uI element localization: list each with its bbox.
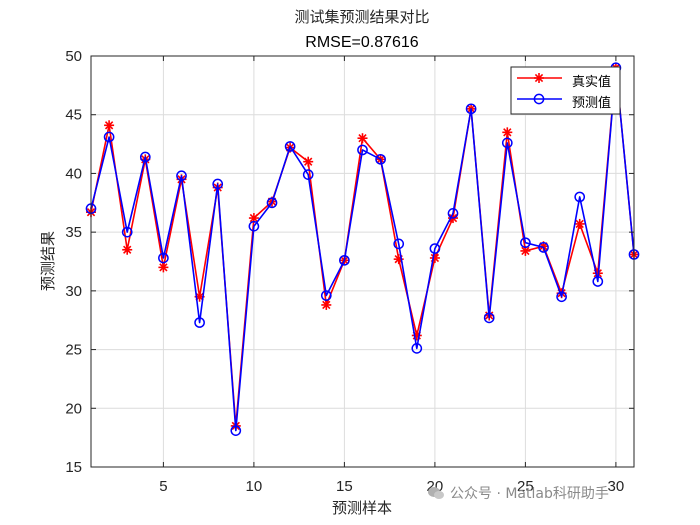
legend-box (510, 66, 621, 115)
legend-marker (534, 73, 544, 83)
legend-marker (533, 93, 545, 105)
data-point (411, 343, 423, 354)
data-point (320, 290, 332, 301)
data-point (393, 238, 405, 250)
watermark: 公众号 · Matlab科研助手 (428, 483, 609, 503)
y-tick-label: 30 (65, 283, 82, 300)
y-tick-label: 25 (65, 342, 82, 359)
data-point (357, 144, 368, 156)
data-point (302, 169, 314, 180)
ticks (91, 55, 634, 468)
legend-label-true: 真实值 (572, 74, 611, 90)
wechat-icon (428, 486, 444, 500)
data-point (429, 252, 440, 263)
series-line (90, 66, 635, 432)
data-point (556, 291, 567, 303)
data-point (483, 312, 495, 324)
data-point (104, 120, 115, 131)
data-point (248, 220, 260, 232)
data-point (103, 131, 115, 143)
legend-items (517, 73, 562, 105)
grid (91, 56, 634, 467)
data-point (502, 127, 513, 138)
data-point (212, 178, 224, 190)
data-point (520, 237, 531, 249)
data-point (122, 244, 133, 255)
data-point (284, 141, 296, 152)
axes-box (90, 55, 635, 468)
y-tick-label: 35 (65, 224, 82, 241)
data-point (176, 170, 187, 182)
x-tick-label: 10 (246, 478, 263, 495)
chart-subtitle: RMSE=0.87616 (305, 34, 419, 51)
y-tick-label: 40 (65, 165, 82, 182)
data-point (139, 151, 151, 163)
chart-title: 测试集预测结果对比 (294, 8, 429, 26)
data-point (158, 262, 169, 273)
data-point (574, 191, 586, 203)
data-point (194, 317, 205, 328)
data-point (339, 254, 350, 266)
x-tick-label: 25 (517, 478, 534, 495)
data-point (158, 252, 169, 264)
y-tick-label: 15 (65, 459, 82, 476)
data-point (121, 226, 133, 238)
data-point (357, 133, 368, 144)
legend-label-pred: 预测值 (572, 95, 611, 111)
data-point (303, 156, 314, 167)
y-axis-label: 预测结果 (39, 231, 57, 291)
data-point (538, 242, 549, 253)
data-point (375, 153, 386, 165)
data-point (429, 243, 441, 254)
x-axis-label: 预测样本 (332, 499, 392, 517)
y-tick-label: 45 (65, 107, 82, 124)
data-point (321, 299, 332, 310)
y-tick-label: 50 (65, 48, 82, 65)
legend: 真实值 预测值 (510, 66, 621, 115)
x-tick-label: 5 (159, 478, 167, 495)
data-point (501, 137, 513, 149)
data-point (592, 276, 604, 287)
data-point (574, 218, 585, 229)
watermark-text: 公众号 · Matlab科研助手 (450, 486, 609, 502)
y-tick-label: 20 (65, 400, 82, 417)
x-tick-label: 30 (608, 478, 625, 495)
plot-area (91, 56, 634, 467)
data-point (266, 197, 278, 209)
x-tick-label: 15 (336, 478, 353, 495)
data-point (248, 213, 259, 224)
data-point (230, 425, 242, 436)
data-point (447, 208, 459, 219)
data-point (465, 103, 477, 115)
